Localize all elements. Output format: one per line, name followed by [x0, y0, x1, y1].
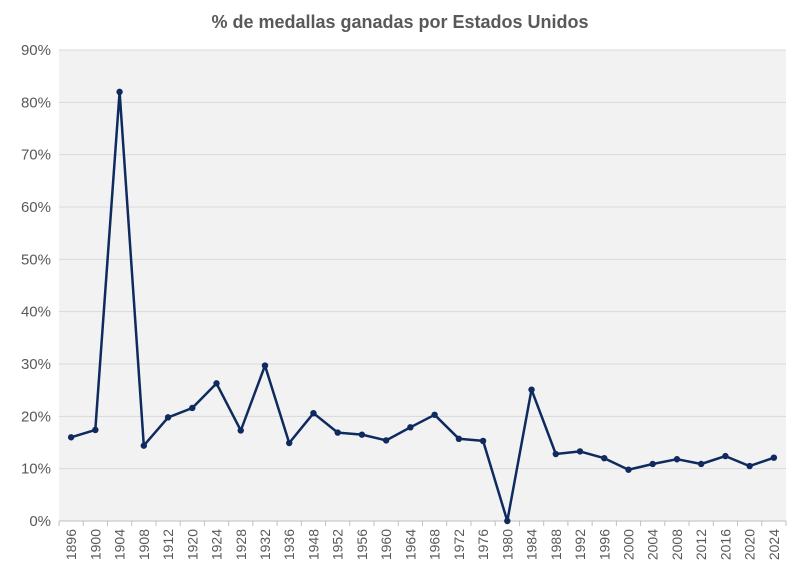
- data-point: [673, 456, 681, 463]
- x-tick-label: 1956: [354, 529, 370, 560]
- y-tick-label: 40%: [21, 304, 51, 321]
- y-tick-label: 70%: [21, 147, 51, 164]
- x-tick-label: 1964: [402, 529, 418, 560]
- chart-title: % de medallas ganadas por Estados Unidos: [211, 12, 589, 32]
- x-tick-label: 2008: [669, 529, 685, 560]
- x-tick-label: 1896: [63, 529, 79, 560]
- y-tick-label: 80%: [21, 94, 51, 111]
- x-tick-label: 1992: [572, 529, 588, 560]
- x-tick-label: 1920: [184, 529, 200, 560]
- data-point: [528, 386, 535, 393]
- data-point: [552, 450, 559, 458]
- data-point: [237, 427, 244, 434]
- data-point: [286, 439, 293, 447]
- x-tick-label: 1928: [233, 529, 249, 560]
- x-tick-label: 1900: [87, 529, 103, 560]
- x-tick-label: 1972: [451, 529, 467, 560]
- x-tick-label: 1996: [596, 529, 612, 560]
- data-point: [261, 362, 269, 369]
- data-point: [625, 466, 632, 473]
- x-tick-label: 1980: [499, 529, 515, 560]
- x-tick-label: 1904: [112, 529, 128, 560]
- data-point: [722, 452, 729, 460]
- x-tick-label: 1932: [257, 529, 273, 560]
- data-point: [67, 434, 75, 441]
- data-point: [213, 380, 220, 387]
- y-tick-label: 30%: [21, 356, 51, 373]
- y-tick-label: 60%: [21, 199, 51, 216]
- x-tick-label: 2000: [620, 529, 636, 560]
- y-tick-label: 50%: [21, 251, 51, 268]
- data-point: [770, 454, 778, 461]
- data-point: [649, 460, 656, 468]
- x-tick-label: 2024: [766, 529, 782, 560]
- data-point: [576, 448, 584, 455]
- x-tick-label: 1976: [475, 529, 491, 560]
- data-point: [310, 409, 317, 417]
- x-tick-label: 2016: [717, 529, 733, 560]
- data-point: [479, 437, 487, 445]
- data-point: [164, 414, 172, 421]
- data-point: [189, 404, 196, 412]
- x-tick-label: 1988: [548, 529, 564, 560]
- plot-area: [59, 50, 786, 521]
- x-tick-label: 2020: [742, 529, 758, 560]
- x-tick-label: 1912: [160, 529, 176, 560]
- x-tick-label: 2012: [693, 529, 709, 560]
- data-point: [382, 437, 390, 444]
- x-tick-label: 2004: [645, 529, 661, 560]
- data-point: [431, 411, 438, 418]
- x-tick-label: 1984: [524, 529, 540, 560]
- data-point: [504, 517, 511, 525]
- series-line: [70, 90, 775, 523]
- data-point: [92, 426, 99, 434]
- data-point: [407, 424, 414, 431]
- x-tick-label: 1924: [209, 529, 225, 560]
- x-tick-label: 1948: [305, 529, 321, 560]
- data-point: [116, 88, 123, 96]
- x-tick-label: 1968: [427, 529, 443, 560]
- y-tick-label: 20%: [21, 408, 51, 425]
- data-point: [358, 431, 366, 438]
- x-tick-label: 1936: [281, 529, 297, 560]
- x-tick-label: 1908: [136, 529, 152, 560]
- y-tick-label: 0%: [29, 513, 51, 530]
- data-point: [140, 442, 148, 449]
- x-tick-label: 1952: [330, 529, 346, 560]
- y-tick-label: 10%: [21, 461, 51, 478]
- x-tick-label: 1960: [378, 529, 394, 560]
- data-point: [334, 429, 341, 436]
- data-point: [601, 455, 608, 462]
- data-point: [455, 435, 463, 443]
- y-tick-label: 90%: [21, 42, 51, 59]
- data-point: [746, 462, 753, 470]
- data-point: [697, 460, 705, 468]
